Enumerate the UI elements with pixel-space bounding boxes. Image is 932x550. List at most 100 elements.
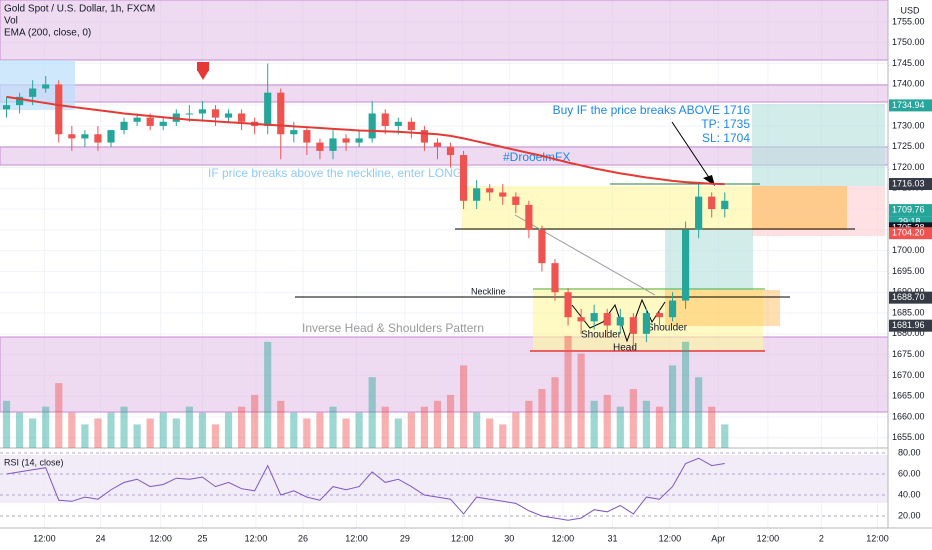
candle-body [81,134,89,139]
volume-bar [551,377,559,448]
y-tick-label: 1730.00 [892,120,925,130]
candle-body [316,142,324,151]
candle-body [577,317,585,322]
y-tick-label: 1720.00 [892,162,925,172]
x-tick-label: 25 [197,533,207,543]
vol-label: Vol [4,16,18,27]
volume-bar [695,377,703,448]
candle-body [68,134,76,139]
y-tick-label: 1680.00 [892,328,925,338]
zone [752,186,847,230]
candle-body [590,313,598,322]
volume-bar [81,424,89,448]
volume-bar [433,400,442,448]
x-tick-label: 31 [607,533,617,543]
rsi-tick-label: 20.00 [898,510,921,520]
volume-bar [224,412,233,448]
candle-body [512,196,520,205]
y-tick-label: 1695.00 [892,266,925,276]
candle-body [342,138,350,143]
zone [0,84,889,103]
volume-bar [237,406,246,448]
x-tick-label: 2 [819,533,824,543]
price-axis [888,0,932,550]
volume-bar [721,424,729,448]
y-tick-label: 1750.00 [892,37,925,47]
annotation: IF price breaks above the neckline, ente… [208,166,462,180]
volume-bar [420,406,429,448]
volume-bar [512,412,520,448]
volume-bar [185,406,193,448]
candle-body [407,121,415,131]
volume-bar [316,412,324,448]
rsi-tick-label: 60.00 [898,468,921,478]
price-tag [889,227,932,240]
candle-body [303,130,311,143]
annotation: TP: 1735 [701,117,750,131]
candle-body [642,313,651,334]
volume-bar [133,424,141,448]
ema-line [6,95,725,186]
marker [197,62,209,71]
volume-bar [2,400,11,448]
candle-body [277,92,285,135]
trend-line [514,214,656,296]
candle-body [551,263,559,293]
candle-body [695,196,703,230]
candle-body [107,130,115,143]
candle-body [237,113,246,122]
candle-body [721,200,729,210]
volume-bar [629,389,637,448]
y-tick-label: 1655.00 [892,432,925,442]
x-tick-label: 24 [96,533,106,543]
candle-body [329,138,337,151]
candle-body [603,313,611,326]
y-tick-label: 1740.00 [892,79,925,89]
candle-body [29,88,37,97]
countdown-bg [889,216,932,228]
y-tick-label: 1755.00 [892,16,925,26]
price-tag-label: 1688.70 [892,292,925,302]
candle-body [146,117,154,126]
candle-body [629,317,637,334]
volume-bar [303,418,311,448]
volume-bar [459,365,468,448]
price-tag [889,204,932,217]
rsi-line [6,457,725,521]
volume-bar [525,400,533,448]
x-tick-label: 12:00 [451,533,474,543]
volume-bar [120,406,128,448]
annotation: Inverse Head & Shoulders Pattern [302,321,484,335]
price-tag [889,178,932,191]
price-tag-label: 1704.20 [892,228,925,238]
price-tag-label: 1716.03 [892,178,925,188]
volume-bar [355,412,363,448]
price-tag-label: 1734.94 [892,100,925,110]
volume-bar [368,377,376,448]
candle-body [394,121,402,126]
candle-body [120,121,128,131]
annotation: Neckline [471,286,506,296]
price-tag-label: 1709.76 [892,204,925,214]
candle-body [211,109,220,118]
volume-bar [394,418,402,448]
x-tick-label: 12:00 [659,533,682,543]
candle-body [368,113,376,139]
volume-bar [499,424,507,448]
annotation: #DrooelmFX [503,150,570,164]
volume-bar [55,383,63,448]
rsi-label: RSI (14, close) [4,457,64,467]
volume-bar [564,335,572,448]
annotation: SL: 1704 [702,131,750,145]
volume-bar [642,400,651,448]
y-tick-label: 1670.00 [892,370,925,380]
x-tick-label: 26 [298,533,308,543]
volume-bar [655,406,664,448]
volume-bar [15,412,24,448]
x-tick-label: 12:00 [866,533,889,543]
volume-bar [407,412,415,448]
y-tick-label: 1725.00 [892,141,925,151]
x-tick-label: Apr [711,533,725,543]
candle-body [486,188,494,193]
candle-body [133,117,141,122]
